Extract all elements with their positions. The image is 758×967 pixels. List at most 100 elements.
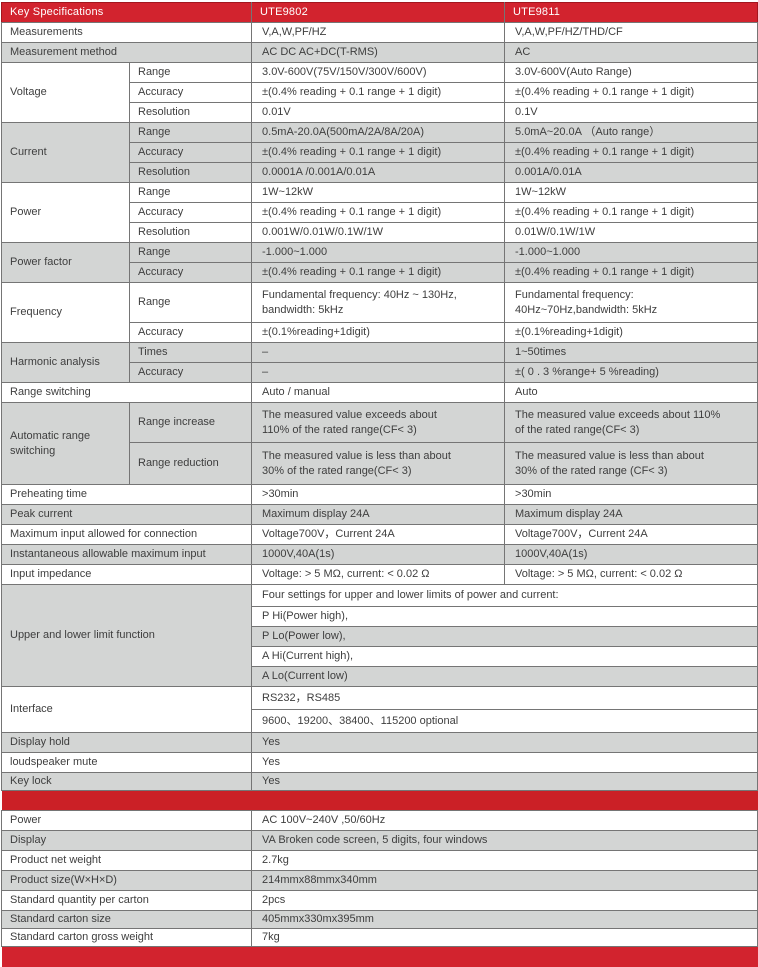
cell-range-reduction-ute9802: The measured value is less than about 30… [251,442,506,485]
cell-current-accuracy-ute9802: ±(0.4% reading + 0.1 range + 1 digit) [251,142,506,163]
cell-limit-function-a-hi: A Hi(Current high), [251,646,758,667]
column-header-ute9811: UTE9811 [504,2,758,23]
cell-frequency-range-ute9802: Fundamental frequency: 40Hz ~ 130Hz, ban… [251,282,506,323]
cell-carton-size: 405mmx330mx395mm [251,910,758,929]
row-label-automatic-range-switching: Automatic range switching [1,402,130,485]
row-sublabel-harmonic-times: Times [128,342,253,363]
cell-current-accuracy-ute9811: ±(0.4% reading + 0.1 range + 1 digit) [504,142,758,163]
row-label-display-hold: Display hold [0,732,253,753]
cell-harmonic-times-ute9811: 1~50times [504,342,758,363]
cell-product-size: 214mmx88mmx340mm [251,870,758,891]
row-sublabel-voltage-accuracy: Accuracy [128,82,253,103]
row-label-net-weight: Product net weight [0,850,253,871]
row-sublabel-power-resolution: Resolution [128,222,253,243]
row-label-max-input: Maximum input allowed for connection [0,524,253,545]
column-header-ute9802: UTE9802 [251,2,506,23]
cell-power-resolution-ute9811: 0.01W/0.1W/1W [504,222,758,243]
cell-display-hold: Yes [251,732,758,753]
row-label-power: Power [1,182,130,243]
cell-voltage-accuracy-ute9811: ±(0.4% reading + 0.1 range + 1 digit) [504,82,758,103]
row-sublabel-range-reduction: Range reduction [128,442,253,485]
cell-power-factor-range-ute9802: -1.000~1.000 [251,242,506,263]
row-label-product-size: Product size(W×H×D) [0,870,253,891]
row-label-voltage: Voltage [1,62,130,123]
row-sublabel-power-accuracy: Accuracy [128,202,253,223]
cell-peak-current-ute9802: Maximum display 24A [251,504,506,525]
cell-preheating-time-ute9811: >30min [504,484,758,505]
cell-current-resolution-ute9802: 0.0001A /0.001A/0.01A [251,162,506,183]
cell-limit-function-a-lo: A Lo(Current low) [251,666,758,687]
row-label-carton-qty: Standard quantity per carton [0,890,253,911]
row-label-frequency: Frequency [1,282,130,343]
cell-measurement-method-ute9811: AC [504,42,758,63]
row-label-measurements: Measurements [0,22,253,43]
cell-peak-current-ute9811: Maximum display 24A [504,504,758,525]
cell-interface-baud-rates: 9600、19200、38400、115200 optional [251,709,758,733]
cell-power-factor-range-ute9811: -1.000~1.000 [504,242,758,263]
row-sublabel-frequency-accuracy: Accuracy [128,322,253,343]
cell-voltage-range-ute9802: 3.0V-600V(75V/150V/300V/600V) [251,62,506,83]
row-label-instantaneous-max: Instantaneous allowable maximum input [0,544,253,565]
row-label-power-factor: Power factor [1,242,130,283]
row-label-measurement-method: Measurement method [0,42,253,63]
cell-harmonic-accuracy-ute9802: – [251,362,506,383]
cell-key-lock: Yes [251,772,758,791]
row-label-interface: Interface [0,686,253,733]
cell-carton-weight: 7kg [251,928,758,947]
cell-instantaneous-max-ute9802: 1000V,40A(1s) [251,544,506,565]
row-label-peak-current: Peak current [0,504,253,525]
cell-carton-qty: 2pcs [251,890,758,911]
cell-harmonic-accuracy-ute9811: ±( 0 . 3 %range+ 5 %reading) [504,362,758,383]
row-label-input-impedance: Input impedance [0,564,253,585]
cell-power-factor-accuracy-ute9811: ±(0.4% reading + 0.1 range + 1 digit) [504,262,758,283]
cell-voltage-range-ute9811: 3.0V-600V(Auto Range) [504,62,758,83]
cell-frequency-range-ute9811: Fundamental frequency: 40Hz~70Hz,bandwid… [504,282,758,323]
cell-input-impedance-ute9811: Voltage: > 5 MΩ, current: < 0.02 Ω [504,564,758,585]
cell-frequency-accuracy-ute9811: ±(0.1%reading+1digit) [504,322,758,343]
cell-loudspeaker-mute: Yes [251,752,758,773]
cell-power-accuracy-ute9811: ±(0.4% reading + 0.1 range + 1 digit) [504,202,758,223]
row-sublabel-power-factor-accuracy: Accuracy [128,262,253,283]
cell-range-increase-ute9802: The measured value exceeds about 110% of… [251,402,506,443]
cell-voltage-resolution-ute9802: 0.01V [251,102,506,123]
cell-preheating-time-ute9802: >30min [251,484,506,505]
cell-net-weight: 2.7kg [251,850,758,871]
cell-limit-function-p-hi: P Hi(Power high), [251,606,758,627]
row-label-carton-weight: Standard carton gross weight [0,928,253,947]
table-title: Key Specifications [0,2,253,23]
cell-measurement-method-ute9802: AC DC AC+DC(T-RMS) [251,42,506,63]
cell-harmonic-times-ute9802: – [251,342,506,363]
cell-current-range-ute9802: 0.5mA-20.0A(500mA/2A/8A/20A) [251,122,506,143]
cell-limit-function-intro: Four settings for upper and lower limits… [251,584,758,607]
cell-power-resolution-ute9802: 0.001W/0.01W/0.1W/1W [251,222,506,243]
cell-max-input-ute9811: Voltage700V，Current 24A [504,524,758,545]
row-sublabel-harmonic-accuracy: Accuracy [128,362,253,383]
row-label-harmonic-analysis: Harmonic analysis [1,342,130,383]
row-label-limit-function: Upper and lower limit function [0,584,253,687]
row-sublabel-power-factor-range: Range [128,242,253,263]
cell-current-resolution-ute9811: 0.001A/0.01A [504,162,758,183]
cell-power-factor-accuracy-ute9802: ±(0.4% reading + 0.1 range + 1 digit) [251,262,506,283]
cell-max-input-ute9802: Voltage700V，Current 24A [251,524,506,545]
row-sublabel-voltage-range: Range [128,62,253,83]
cell-power-range-ute9811: 1W~12kW [504,182,758,203]
row-label-preheating-time: Preheating time [0,484,253,505]
cell-range-switching-ute9811: Auto [504,382,758,403]
row-label-key-lock: Key lock [0,772,253,791]
row-sublabel-frequency-range: Range [128,282,253,323]
cell-limit-function-p-lo: P Lo(Power low), [251,626,758,647]
row-sublabel-power-range: Range [128,182,253,203]
cell-power-supply: AC 100V~240V ,50/60Hz [251,810,758,831]
cell-current-range-ute9811: 5.0mA~20.0A （Auto range） [504,122,758,143]
cell-display: VA Broken code screen, 5 digits, four wi… [251,830,758,851]
cell-frequency-accuracy-ute9802: ±(0.1%reading+1digit) [251,322,506,343]
section-divider-bar [1,790,758,811]
cell-instantaneous-max-ute9811: 1000V,40A(1s) [504,544,758,565]
cell-range-reduction-ute9811: The measured value is less than about 30… [504,442,758,485]
row-label-carton-size: Standard carton size [0,910,253,929]
row-label-range-switching: Range switching [0,382,253,403]
cell-range-increase-ute9811: The measured value exceeds about 110% of… [504,402,758,443]
cell-power-accuracy-ute9802: ±(0.4% reading + 0.1 range + 1 digit) [251,202,506,223]
